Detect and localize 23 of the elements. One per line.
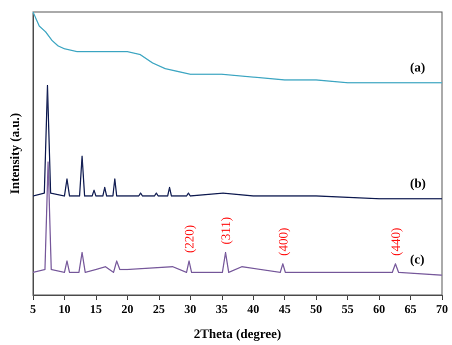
series-label: (c)	[410, 252, 424, 267]
x-tick-label: 35	[216, 302, 228, 316]
x-tick-label: 50	[310, 302, 322, 316]
x-tick-label: 45	[278, 302, 291, 316]
x-tick-label: 10	[58, 302, 70, 316]
annotation: (220)	[182, 224, 197, 254]
x-tick-label: 70	[436, 302, 448, 316]
series-label: (b)	[410, 175, 426, 190]
y-axis-title: Intensity (a.u.)	[7, 112, 22, 194]
annotation: (400)	[275, 228, 290, 256]
x-tick-label: 20	[121, 302, 134, 316]
x-tick-label: 55	[342, 302, 354, 316]
x-tick-label: 60	[373, 302, 386, 316]
annotation: (311)	[218, 216, 234, 245]
x-tick-label: 40	[247, 302, 260, 316]
x-tick-label: 15	[90, 302, 102, 316]
x-tick-label: 25	[152, 302, 165, 316]
x-tick-label: 5	[30, 302, 36, 316]
x-tick-label: 30	[184, 302, 196, 316]
series-label: (a)	[410, 59, 426, 74]
x-axis-title: 2Theta (degree)	[194, 326, 282, 341]
x-tick-label: 65	[404, 302, 417, 316]
annotation: (440)	[388, 228, 403, 256]
